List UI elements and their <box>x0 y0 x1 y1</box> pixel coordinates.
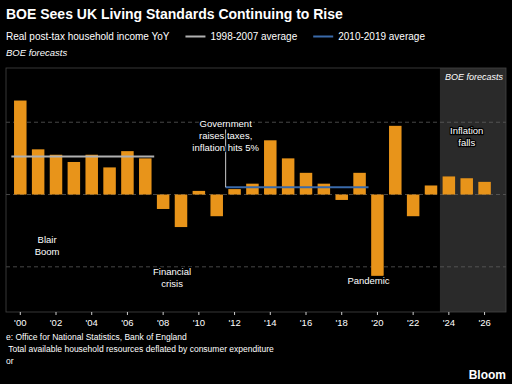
annotation: BlairBoom <box>35 234 60 257</box>
annotation-line: falls <box>458 137 475 148</box>
x-tick-label: '18 <box>336 317 348 328</box>
plot-frame <box>6 68 506 312</box>
bar <box>68 162 81 195</box>
x-tick-label: '24 <box>443 317 455 328</box>
x-tick <box>56 312 57 315</box>
forecast-band <box>440 68 506 312</box>
x-tick <box>20 312 21 315</box>
x-tick <box>306 312 307 315</box>
legend-label: 1998-2007 average <box>210 31 297 42</box>
chart: BOE Sees UK Living Standards Continuing … <box>0 0 512 384</box>
footnote: or <box>6 356 14 366</box>
bar <box>389 126 402 195</box>
x-tick <box>234 312 235 315</box>
bar <box>353 173 366 195</box>
x-tick <box>163 312 164 315</box>
bar <box>210 195 223 217</box>
x-tick-label: '00 <box>14 317 26 328</box>
bar <box>121 151 134 194</box>
legend-label: 2010-2019 average <box>338 31 425 42</box>
x-tick-label: '02 <box>50 317 62 328</box>
annotation-line: Blair <box>38 234 57 245</box>
x-tick <box>270 312 271 315</box>
credit: Bloom <box>469 368 506 382</box>
average-line <box>11 156 154 158</box>
x-tick-label: '10 <box>193 317 205 328</box>
footnote: Total available household resources defl… <box>6 344 274 354</box>
bar <box>318 184 331 195</box>
bar <box>193 191 206 195</box>
bar <box>300 173 313 195</box>
annotation: Financialcrisis <box>153 266 191 289</box>
x-tick-label: '22 <box>407 317 419 328</box>
bar <box>246 184 259 195</box>
x-tick-label: '14 <box>264 317 276 328</box>
x-tick-label: '16 <box>300 317 312 328</box>
annotation-line: Pandemic <box>347 275 389 286</box>
x-tick <box>127 312 128 315</box>
bar <box>14 101 26 195</box>
footnote: e: Office for National Statistics, Bank … <box>6 332 187 342</box>
bar <box>407 195 420 217</box>
legend-swatch <box>313 36 333 38</box>
bar <box>157 195 170 209</box>
x-tick <box>413 312 414 315</box>
background <box>0 0 512 384</box>
x-tick-label: '08 <box>157 317 169 328</box>
annotation-line: Boom <box>35 246 60 257</box>
x-tick <box>341 312 342 315</box>
x-tick <box>198 312 199 315</box>
bar <box>425 185 438 194</box>
bar <box>443 176 456 194</box>
bar <box>371 195 384 276</box>
plot-area <box>6 68 506 312</box>
x-tick <box>484 312 485 315</box>
grid-line <box>6 266 506 267</box>
x-tick <box>91 312 92 315</box>
forecast-label: BOE forecasts <box>6 47 67 58</box>
x-tick <box>377 312 378 315</box>
annotation-line: raises taxes, <box>199 130 252 141</box>
annotation-line: Government <box>200 118 253 129</box>
grid-line <box>6 122 506 123</box>
bar <box>478 182 491 195</box>
x-tick-label: '12 <box>228 317 240 328</box>
annotation-line: inflation hits 5% <box>192 142 259 153</box>
legend-label: Real post-tax household income YoY <box>6 31 170 42</box>
annotation: Governmentraises taxes,inflation hits 5% <box>192 118 259 153</box>
x-tick-label: '06 <box>121 317 133 328</box>
annotation-line: crisis <box>161 278 183 289</box>
bar <box>139 158 152 194</box>
bar <box>460 178 473 194</box>
bar <box>103 167 116 194</box>
bar <box>335 195 348 200</box>
x-tick <box>448 312 449 315</box>
legend-swatch <box>185 36 205 38</box>
bar <box>282 158 295 194</box>
x-tick-label: '26 <box>478 317 490 328</box>
bar <box>85 155 98 195</box>
annotation-line: Inflation <box>450 125 483 136</box>
average-line <box>226 186 369 188</box>
bar <box>175 195 188 228</box>
bar <box>50 155 63 195</box>
annotation-line: Financial <box>153 266 191 277</box>
bar <box>228 189 241 194</box>
forecast-label: BOE forecasts <box>445 72 504 82</box>
annotation: Inflationfalls <box>450 125 483 148</box>
title: BOE Sees UK Living Standards Continuing … <box>6 6 343 22</box>
x-tick-label: '20 <box>371 317 383 328</box>
annotation: Pandemic <box>347 275 389 286</box>
x-tick-label: '04 <box>86 317 98 328</box>
